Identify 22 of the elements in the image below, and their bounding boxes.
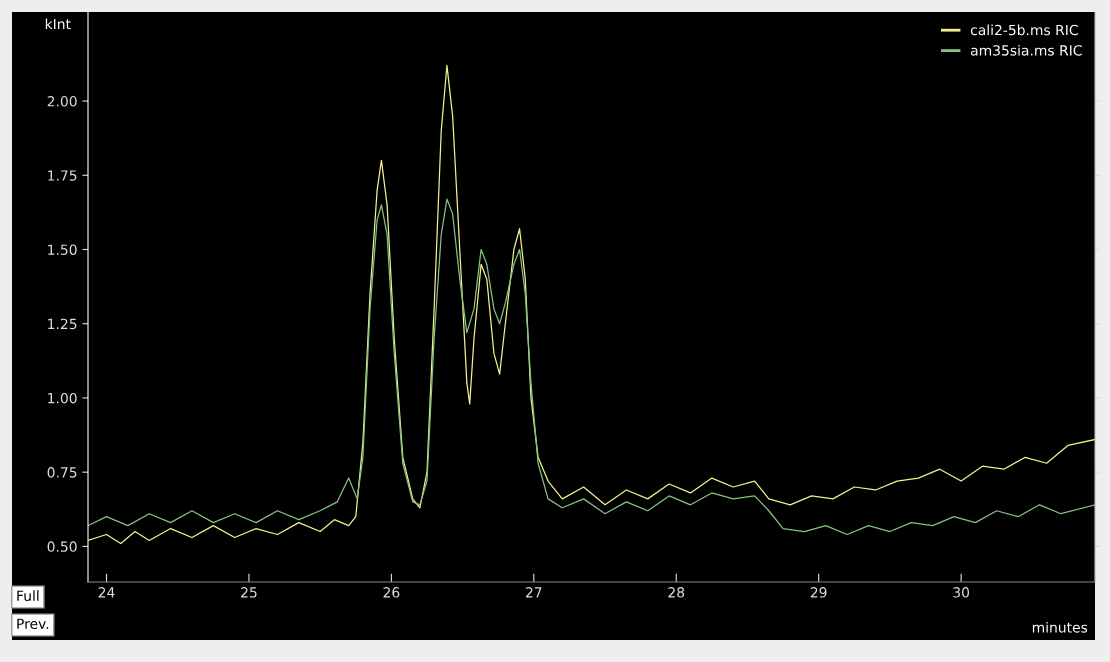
text: Full xyxy=(17,590,39,602)
line-series xyxy=(88,198,1095,536)
x-tick-label: 28 xyxy=(668,587,685,598)
legend-label: am35sia.ms RIC xyxy=(970,44,1082,56)
legend-label: cali2-5b.ms RIC xyxy=(970,24,1078,36)
y-tick-label: 1.00 xyxy=(48,392,77,404)
y-tick-label: 2.00 xyxy=(47,96,77,107)
line-series xyxy=(88,64,1095,545)
x-tick-label: 26 xyxy=(383,587,400,598)
y-tick-label: 0.75 xyxy=(47,467,77,478)
text: Prev. xyxy=(17,618,49,630)
x-tick-label: 24 xyxy=(98,587,115,598)
y-axis-title: kInt xyxy=(45,18,71,30)
x-tick-label: 27 xyxy=(526,587,542,598)
x-tick-label: 25 xyxy=(241,587,257,598)
y-tick-label: 1.25 xyxy=(48,318,77,330)
y-tick-label: 1.75 xyxy=(48,170,77,181)
x-tick-label: 30 xyxy=(953,587,970,598)
y-tick-label: 1.50 xyxy=(48,244,77,255)
x-tick-label: 29 xyxy=(810,587,827,598)
y-tick-label: 0.50 xyxy=(47,541,77,552)
x-axis-title: minutes xyxy=(1032,621,1088,633)
